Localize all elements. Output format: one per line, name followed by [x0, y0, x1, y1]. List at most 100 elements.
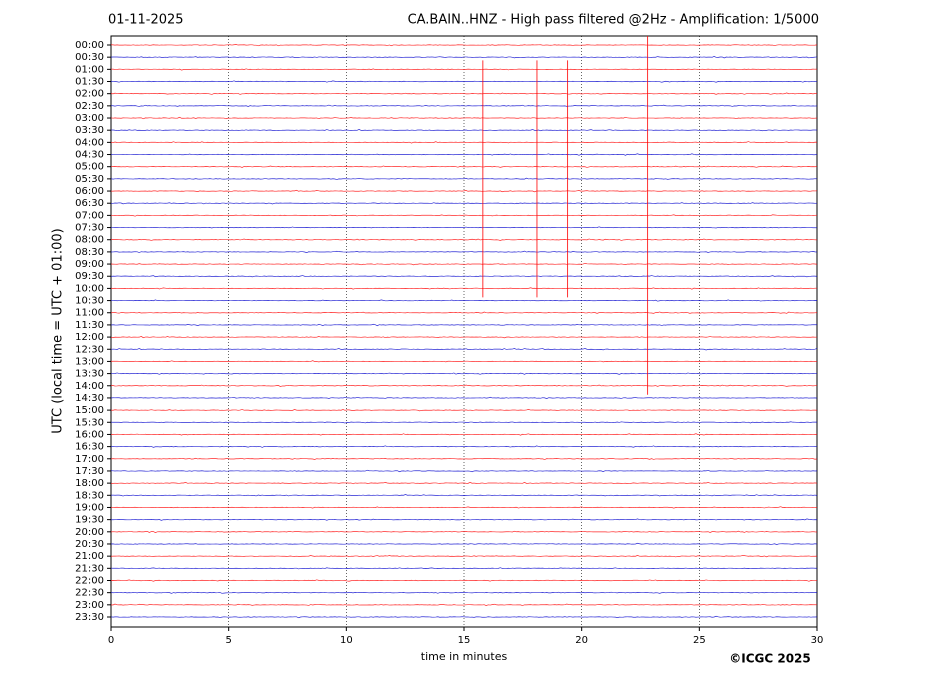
trace	[110, 55, 818, 59]
trace	[110, 177, 818, 180]
trace	[110, 323, 818, 327]
y-tick-label: 21:00	[75, 551, 104, 562]
y-tick-label: 10:30	[75, 296, 104, 307]
y-tick-label: 15:30	[75, 417, 104, 428]
y-tick-label: 14:30	[75, 393, 104, 404]
y-tick-label: 05:30	[75, 174, 104, 185]
y-tick-label: 13:30	[75, 369, 104, 380]
trace	[110, 141, 818, 144]
trace	[110, 567, 818, 570]
trace	[110, 542, 818, 546]
trace	[110, 396, 818, 399]
y-tick-label: 11:30	[75, 320, 104, 331]
y-tick-label: 10:00	[75, 283, 104, 294]
y-tick-label: 22:00	[75, 575, 104, 586]
y-tick-label: 06:30	[75, 198, 104, 209]
y-tick-label: 11:00	[75, 308, 104, 319]
trace	[110, 68, 818, 71]
trace	[110, 433, 818, 436]
y-tick-label: 18:00	[75, 478, 104, 489]
y-tick-label: 22:30	[75, 588, 104, 599]
trace	[111, 372, 818, 375]
trace	[110, 299, 818, 302]
y-tick-label: 19:30	[75, 515, 104, 526]
x-tick-label: 30	[811, 635, 824, 646]
trace	[110, 591, 818, 594]
trace	[110, 153, 818, 156]
y-tick-label: 01:30	[75, 77, 104, 88]
y-tick-label: 23:00	[75, 600, 104, 611]
x-tick-label: 0	[108, 635, 114, 646]
trace	[110, 250, 818, 254]
trace	[110, 104, 818, 107]
trace	[110, 615, 818, 619]
y-tick-label: 04:00	[75, 137, 104, 148]
trace	[110, 116, 818, 120]
y-tick-label: 03:30	[75, 125, 104, 136]
y-tick-label: 05:00	[75, 162, 104, 173]
y-tick-label: 15:00	[75, 405, 104, 416]
trace	[110, 238, 818, 241]
y-tick-label: 01:00	[75, 64, 104, 75]
y-tick-label: 17:00	[75, 454, 104, 465]
y-axis-label: UTC (local time = UTC + 01:00)	[51, 228, 66, 433]
y-tick-label: 08:30	[75, 247, 104, 258]
trace	[110, 445, 818, 448]
trace	[110, 481, 818, 485]
trace	[110, 494, 818, 497]
y-tick-label: 17:30	[75, 466, 104, 477]
plot-frame	[110, 35, 818, 628]
trace	[110, 202, 818, 205]
trace	[111, 226, 818, 229]
y-tick-label: 12:00	[75, 332, 104, 343]
trace	[110, 129, 818, 132]
trace	[110, 530, 818, 533]
y-tick-label: 13:00	[75, 356, 104, 367]
trace	[110, 384, 818, 387]
trace	[110, 555, 818, 558]
trace	[110, 336, 818, 339]
y-tick-label: 03:00	[75, 113, 104, 124]
trace	[110, 518, 818, 521]
y-tick-label: 04:30	[75, 150, 104, 161]
trace	[110, 214, 818, 217]
y-tick-label: 02:30	[75, 101, 104, 112]
y-tick-label: 20:30	[75, 539, 104, 550]
chart-title: CA.BAIN..HNZ - High pass filtered @2Hz -…	[408, 13, 819, 28]
trace	[110, 287, 818, 290]
y-tick-label: 14:00	[75, 381, 104, 392]
x-tick-label: 10	[340, 635, 353, 646]
x-axis-label: time in minutes	[421, 650, 508, 663]
trace	[110, 262, 818, 266]
y-tick-label: 09:00	[75, 259, 104, 270]
trace	[110, 360, 818, 363]
trace	[110, 457, 818, 460]
y-tick-label: 07:00	[75, 210, 104, 221]
x-tick-label: 5	[225, 635, 231, 646]
y-tick-label: 00:00	[75, 40, 104, 51]
trace	[110, 165, 818, 168]
x-tick-label: 25	[693, 635, 706, 646]
x-tick-label: 20	[575, 635, 588, 646]
credit: ©ICGC 2025	[729, 652, 811, 666]
y-tick-label: 08:00	[75, 235, 104, 246]
trace	[110, 506, 818, 509]
y-tick-label: 23:30	[75, 612, 104, 623]
y-tick-label: 02:00	[75, 89, 104, 100]
y-tick-label: 07:30	[75, 223, 104, 234]
x-tick-label: 15	[458, 635, 471, 646]
trace	[110, 80, 818, 83]
trace	[110, 189, 818, 193]
y-tick-label: 12:30	[75, 344, 104, 355]
chart-date: 01-11-2025	[108, 13, 184, 28]
trace	[110, 311, 818, 314]
y-tick-label: 06:00	[75, 186, 104, 197]
trace	[110, 469, 818, 473]
y-tick-label: 21:30	[75, 563, 104, 574]
y-tick-label: 09:30	[75, 271, 104, 282]
trace	[110, 44, 818, 47]
y-tick-label: 00:30	[75, 52, 104, 63]
trace	[110, 348, 818, 351]
